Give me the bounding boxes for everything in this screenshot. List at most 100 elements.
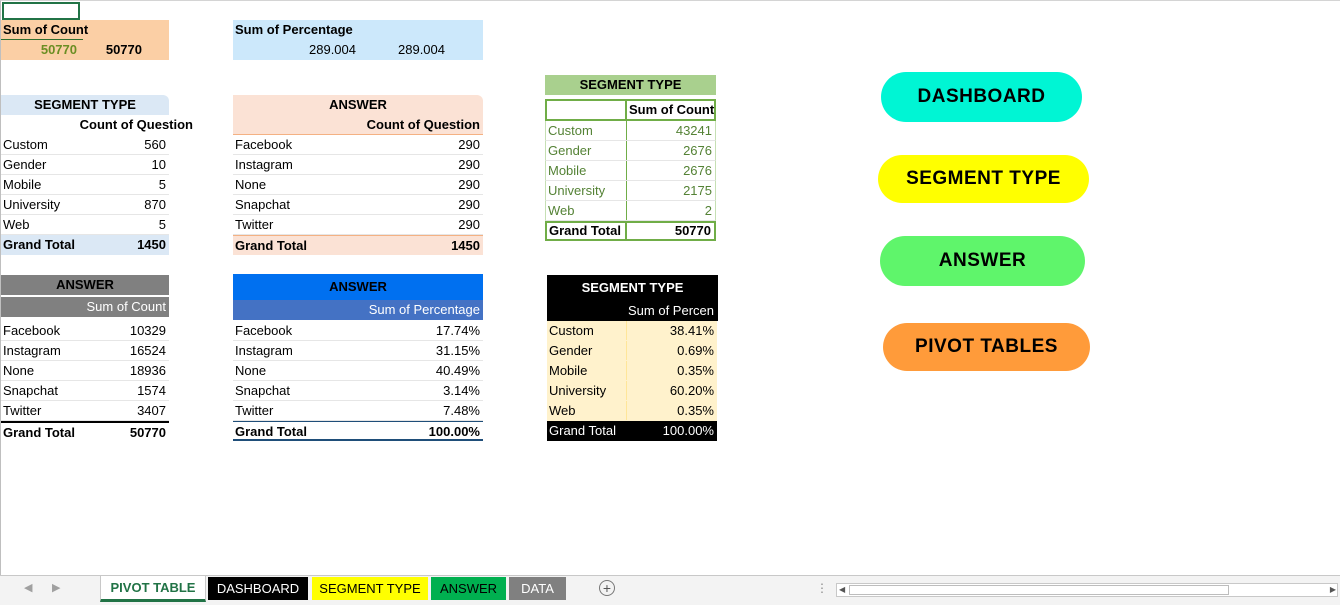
row-label: Mobile [548,161,586,181]
row-label: None [235,361,266,381]
scroll-left-icon[interactable]: ◀ [839,584,845,596]
table-row: Mobile 2676 [545,161,716,181]
table-row: University 2175 [545,181,716,201]
horizontal-scrollbar[interactable]: ◀ ▶ [836,583,1338,597]
segment-type-button[interactable]: SEGMENT TYPE [878,155,1089,203]
row-label: University [548,181,605,201]
segment-percentage-title: SEGMENT TYPE [547,275,718,301]
row-label: Snapchat [235,381,290,401]
row-label: Mobile [3,175,41,195]
row-label: Gender [3,155,46,175]
table-row: Facebook 10329 [1,321,169,341]
row-label: Mobile [549,361,587,381]
segment-sum-value-header: Sum of Count [545,99,716,121]
segment-count-value-header: Count of Question [1,115,196,135]
row-value: 18936 [130,361,166,381]
segment-sum-pivot[interactable]: SEGMENT TYPE Sum of Count Custom 43241 Gen… [545,75,717,241]
row-label: Facebook [235,135,292,155]
row-value: 3.14% [443,381,480,401]
dashboard-button[interactable]: DASHBOARD [881,72,1082,122]
row-value: 2676 [683,141,712,161]
row-value: 560 [144,135,166,155]
table-row: Web 2 [545,201,716,221]
selected-cell[interactable] [2,2,80,20]
answer-percentage-value-header: Sum of Percentage [233,300,483,320]
row-value: 5 [159,215,166,235]
row-label: University [549,381,606,401]
row-value: 10 [152,155,166,175]
row-label: Facebook [235,321,292,341]
table-row: Twitter 290 [233,215,483,235]
table-row: Facebook 17.74% [233,321,483,341]
sum-percentage-value-1: 289.004 [309,40,356,60]
row-label: Custom [3,135,48,155]
row-value: 2676 [683,161,712,181]
row-label: Instagram [235,341,293,361]
answer-percentage-title: ANSWER [233,274,483,300]
column-separator [626,341,627,360]
row-value: 16524 [130,341,166,361]
tab-scroll-right-icon[interactable]: ▶ [52,581,60,594]
tab-data[interactable]: DATA [509,577,566,600]
segment-count-pivot[interactable]: SEGMENT TYPE Count of Question Custom 560… [1,95,169,261]
worksheet-grid[interactable]: Sum of Count 50770 50770 Sum of Percenta… [0,0,1340,575]
sheet-tab-bar: ◀ ▶ PIVOT TABLE DASHBOARD SEGMENT TYPE A… [0,575,1340,605]
tab-answer[interactable]: ANSWER [431,577,506,600]
answer-count-total-row: Grand Total 1450 [233,235,483,255]
row-value: 2 [705,201,712,221]
row-label: Snapchat [3,381,58,401]
column-separator [626,121,627,140]
segment-percentage-pivot[interactable]: SEGMENT TYPE Sum of Percen Custom 38.41% G… [547,275,719,441]
table-row: Gender 10 [1,155,169,175]
tab-segment-type[interactable]: SEGMENT TYPE [312,577,428,600]
answer-count-title: ANSWER [233,95,483,115]
answer-count-pivot[interactable]: ANSWER Count of Question Facebook 290 Inst… [233,95,483,261]
row-value: 290 [458,195,480,215]
row-value: 3407 [137,401,166,421]
column-separator [626,201,627,220]
answer-percentage-pivot[interactable]: ANSWER Sum of Percentage Facebook 17.74% I… [233,274,483,442]
row-label: Web [548,201,575,221]
table-row: Gender 2676 [545,141,716,161]
segment-count-title: SEGMENT TYPE [1,95,169,115]
add-sheet-icon[interactable]: + [599,580,615,596]
table-row: Facebook 290 [233,135,483,155]
column-separator [626,161,627,180]
answer-sum-value-header: Sum of Count [1,297,169,317]
answer-sum-title: ANSWER [1,275,169,295]
row-value: 10329 [130,321,166,341]
answer-sum-total-row: Grand Total 50770 [1,421,169,441]
row-value: 60.20% [670,381,714,401]
row-label: Web [3,215,30,235]
table-row: Custom 560 [1,135,169,155]
row-value: 1574 [137,381,166,401]
row-label: Twitter [235,215,273,235]
tab-dashboard[interactable]: DASHBOARD [208,577,308,600]
row-value: 290 [458,135,480,155]
table-row: Instagram 16524 [1,341,169,361]
row-value: 290 [458,155,480,175]
tab-pivot-table[interactable]: PIVOT TABLE [100,576,206,602]
tab-scroll-left-icon[interactable]: ◀ [24,581,32,594]
table-row: Web 5 [1,215,169,235]
table-row: Instagram 31.15% [233,341,483,361]
table-row: Web 0.35% [547,401,717,421]
scrollbar-thumb[interactable] [849,585,1229,595]
answer-button[interactable]: ANSWER [880,236,1085,286]
sum-count-pivot[interactable]: Sum of Count 50770 50770 [1,20,169,60]
sum-count-value-1: 50770 [41,40,77,60]
pivot-tables-button[interactable]: PIVOT TABLES [883,323,1090,371]
row-label: Web [549,401,576,421]
split-handle-icon[interactable]: ⋮ [816,581,828,595]
sum-percentage-pivot[interactable]: Sum of Percentage 289.004 289.004 [233,20,483,60]
answer-sum-pivot[interactable]: ANSWER Sum of Count Facebook 10329 Instagr… [1,275,169,441]
segment-percentage-total-row: Grand Total 100.00% [547,421,717,441]
row-value: 38.41% [670,321,714,341]
row-value: 0.69% [677,341,714,361]
row-label: Gender [548,141,591,161]
table-row: Mobile 5 [1,175,169,195]
scroll-right-icon[interactable]: ▶ [1330,584,1336,596]
column-separator [626,141,627,160]
row-value: 2175 [683,181,712,201]
row-label: Facebook [3,321,60,341]
